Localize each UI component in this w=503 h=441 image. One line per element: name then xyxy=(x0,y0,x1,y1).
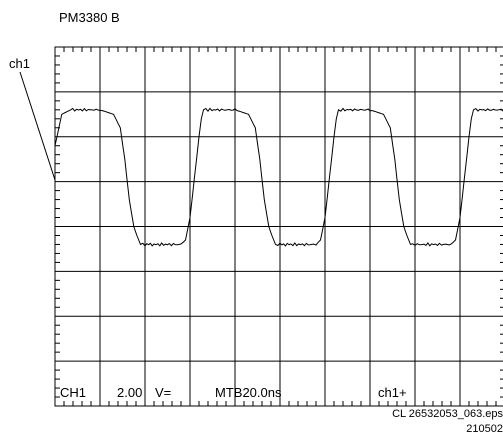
readout-coupling: V= xyxy=(155,385,172,400)
waveform-trace xyxy=(54,107,503,247)
trace-line xyxy=(54,107,503,247)
footer-filename: CL 26532053_063.eps xyxy=(392,408,503,420)
graticule xyxy=(54,46,503,407)
channel-marker-pointer xyxy=(19,71,56,181)
channel-marker-label: ch1 xyxy=(9,56,30,71)
readout-channel: CH1 xyxy=(60,385,87,400)
readout-trigger: ch1+ xyxy=(378,385,407,400)
model-title: PM3380 B xyxy=(59,10,120,25)
footer-code: 210502 xyxy=(466,423,503,435)
readout-volts-per-div: 2.00 xyxy=(117,385,143,400)
readout-timebase: MTB20.0ns xyxy=(215,385,282,400)
